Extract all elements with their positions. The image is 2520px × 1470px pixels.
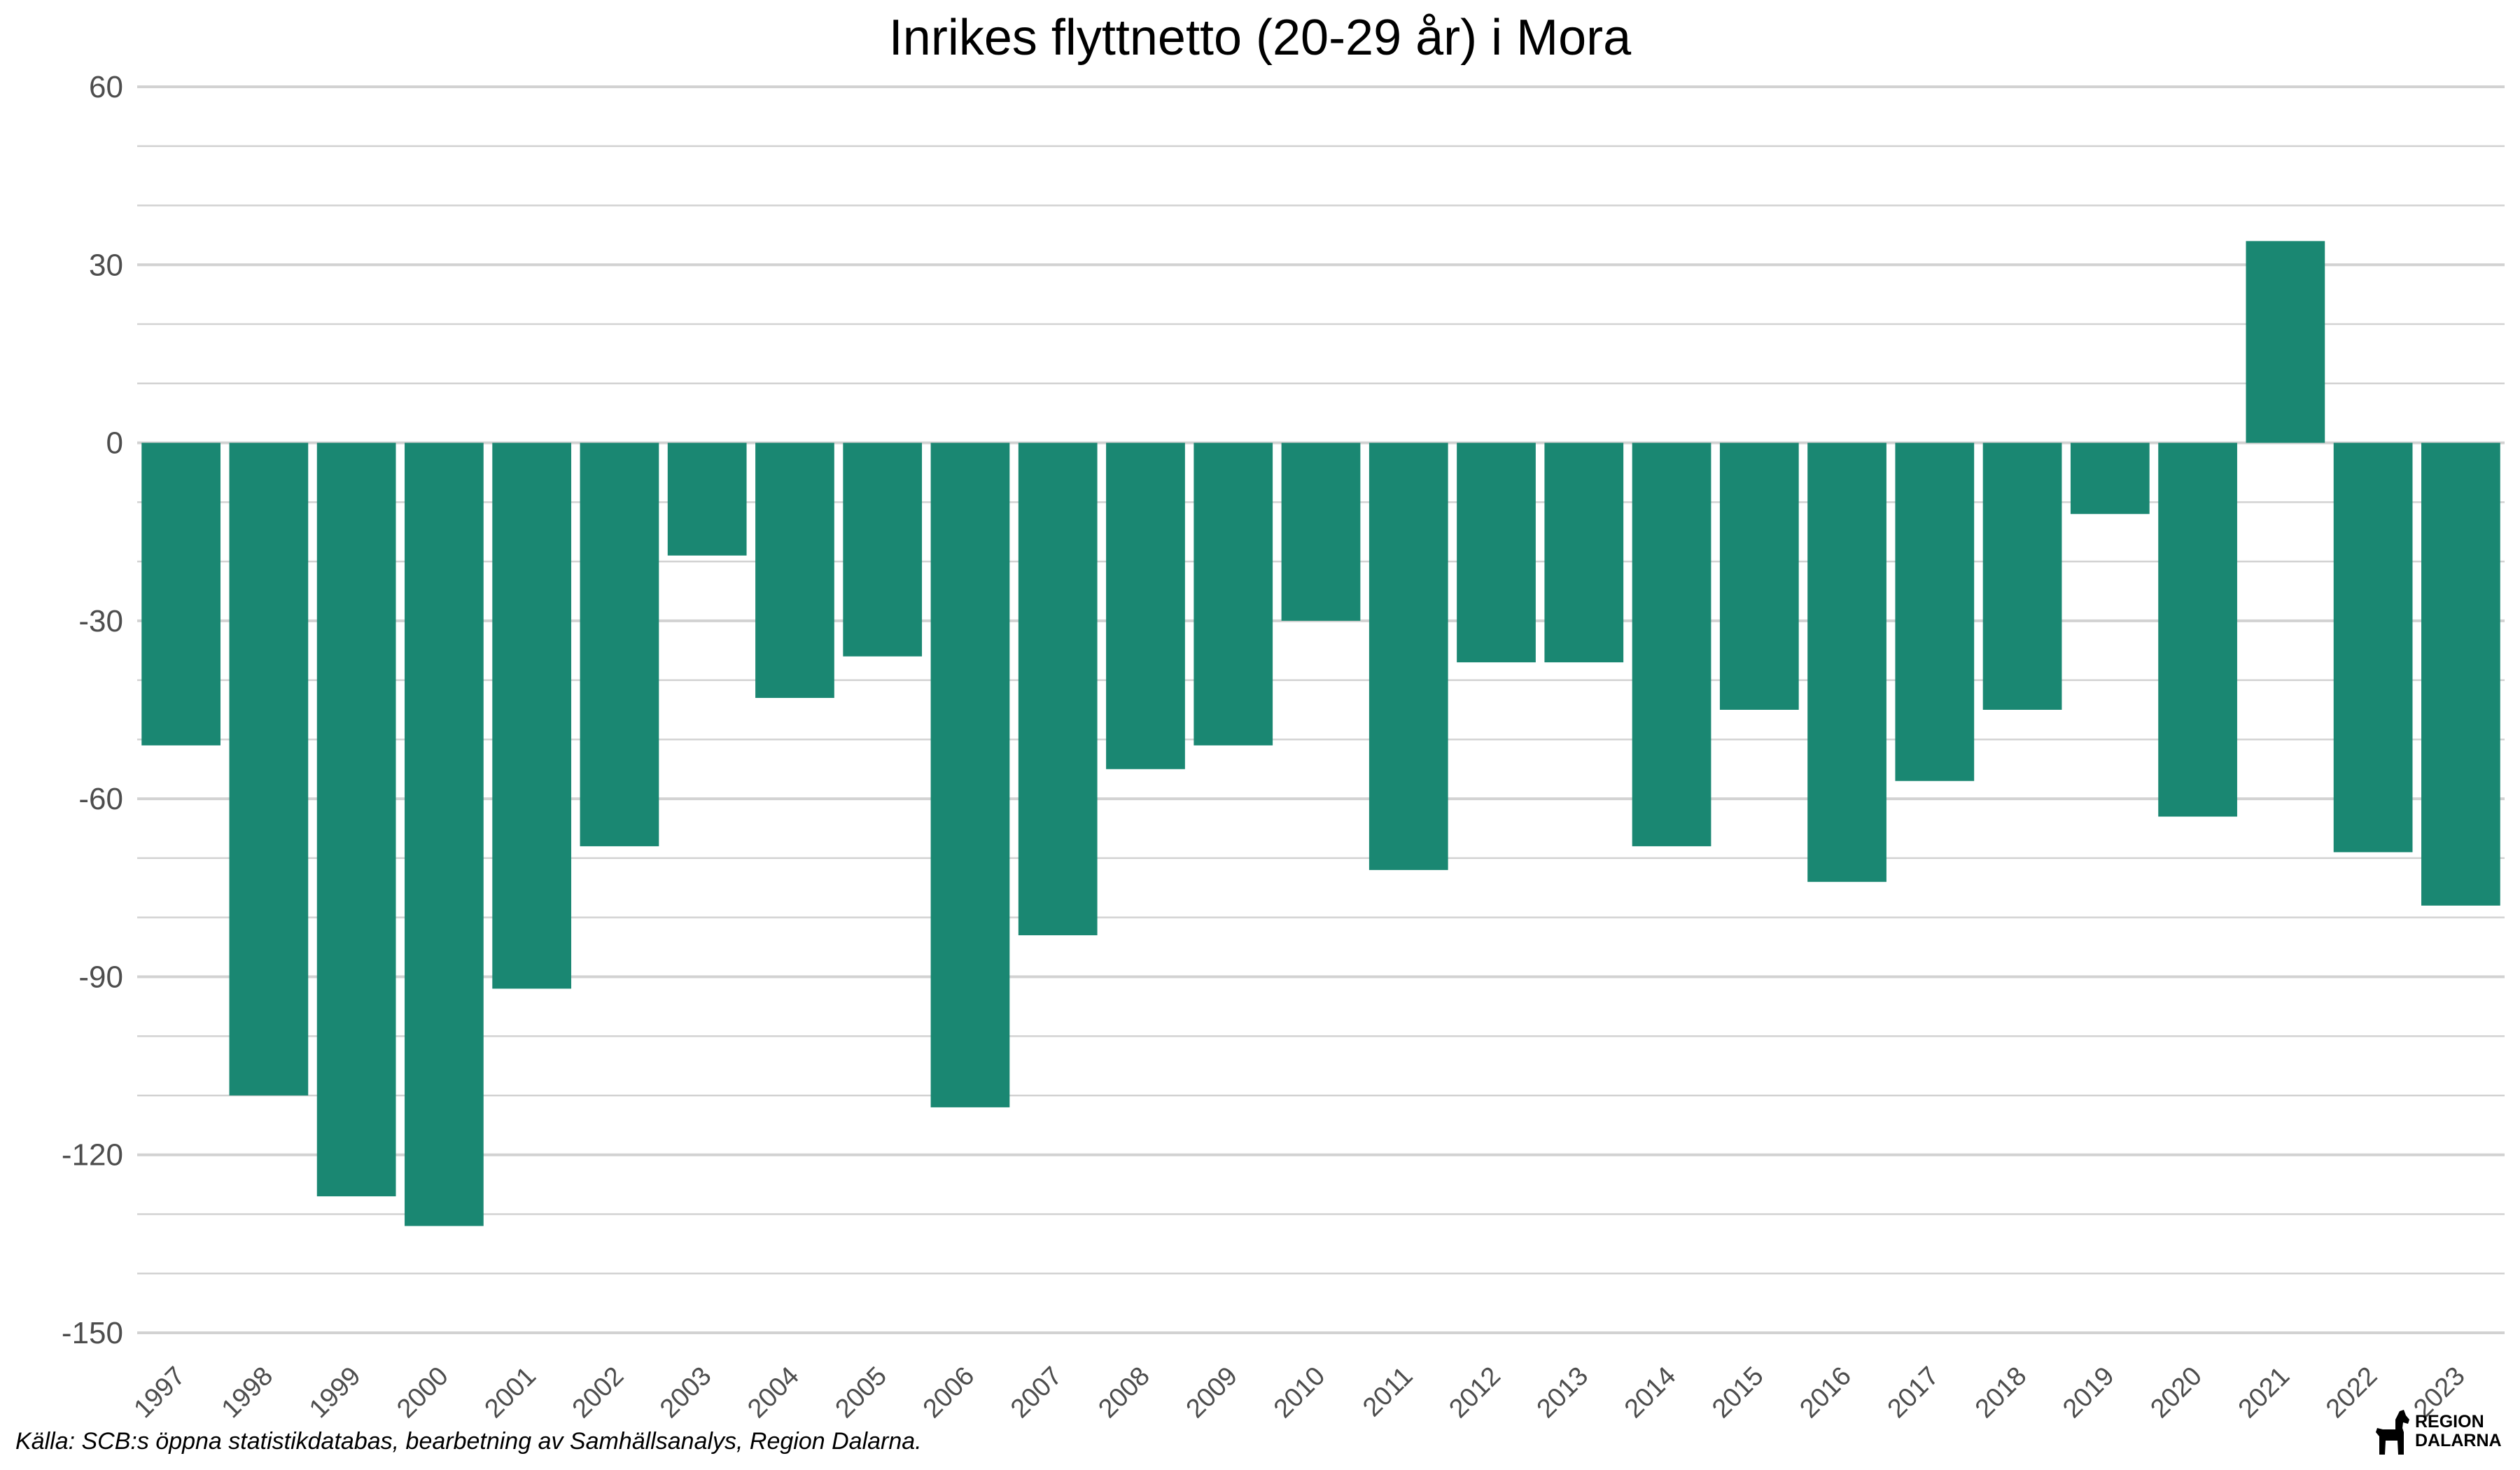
bar-2013 xyxy=(1544,442,1624,663)
bar-2005 xyxy=(843,442,923,657)
bar-2008 xyxy=(1106,442,1185,769)
y-tick-label: -30 xyxy=(78,604,123,638)
bar-2012 xyxy=(1457,442,1536,663)
bar-2022 xyxy=(2333,442,2413,853)
x-tick-label: 2004 xyxy=(742,1362,804,1424)
region-dalarna-logo: REGION DALARNA xyxy=(2372,1408,2505,1459)
bar-2009 xyxy=(1194,442,1273,746)
bar-2023 xyxy=(2421,442,2500,906)
y-tick-label: -150 xyxy=(62,1316,123,1350)
x-tick-label: 2011 xyxy=(1357,1362,1418,1422)
bar-2015 xyxy=(1719,442,1799,710)
bar-1998 xyxy=(229,442,309,1096)
y-tick-label: -120 xyxy=(62,1138,123,1172)
x-tick-label: 2014 xyxy=(1619,1362,1681,1424)
y-tick-label: 60 xyxy=(89,70,123,104)
bar-1997 xyxy=(141,442,220,746)
x-tick-label: 2008 xyxy=(1093,1362,1155,1424)
chart-title: Inrikes flyttnetto (20-29 år) i Mora xyxy=(889,10,1632,66)
bar-2007 xyxy=(1018,442,1098,936)
x-tick-label: 2007 xyxy=(1005,1362,1068,1424)
x-tick-label: 2017 xyxy=(1882,1362,1945,1424)
x-tick-label: 2006 xyxy=(918,1362,980,1424)
x-tick-label: 2021 xyxy=(2233,1362,2295,1424)
x-tick-label: 2020 xyxy=(2145,1362,2207,1424)
bar-2002 xyxy=(580,442,659,846)
bar-2006 xyxy=(930,442,1010,1107)
y-tick-label: 0 xyxy=(106,426,123,461)
x-tick-label: 2005 xyxy=(830,1362,892,1424)
x-tick-label: 1998 xyxy=(216,1362,279,1424)
bar-2021 xyxy=(2246,241,2325,443)
dala-horse-icon xyxy=(2376,1410,2409,1455)
x-tick-label: 2015 xyxy=(1707,1362,1769,1424)
x-axis-ticks: 1997 1998 1999 2000 2001 2002 2003 2004 2005 2006… xyxy=(129,1362,2471,1424)
y-tick-label: 30 xyxy=(89,248,123,282)
bar-1999 xyxy=(316,442,396,1197)
x-tick-label: 2016 xyxy=(1794,1362,1856,1424)
x-tick-label: 2012 xyxy=(1443,1362,1506,1424)
logo-line-1: REGION xyxy=(2415,1412,2484,1432)
bar-2017 xyxy=(1895,442,1975,781)
bar-2010 xyxy=(1281,442,1361,621)
logo-line-2: DALARNA xyxy=(2415,1431,2502,1450)
bar-2016 xyxy=(1807,442,1886,882)
y-tick-label: -60 xyxy=(78,782,123,816)
y-tick-label: -90 xyxy=(78,960,123,994)
bar-2011 xyxy=(1368,442,1448,870)
bars xyxy=(141,241,2500,1226)
x-tick-label: 2002 xyxy=(567,1362,629,1424)
x-tick-label: 2001 xyxy=(479,1362,542,1424)
bar-2004 xyxy=(755,442,834,699)
bar-2020 xyxy=(2158,442,2237,817)
x-tick-label: 2019 xyxy=(2057,1362,2120,1424)
bar-2000 xyxy=(405,442,484,1226)
x-tick-label: 2000 xyxy=(391,1362,454,1424)
bar-2003 xyxy=(667,442,747,556)
bar-2019 xyxy=(2070,442,2150,514)
bar-2018 xyxy=(1982,442,2062,710)
x-tick-label: 2013 xyxy=(1532,1362,1594,1424)
source-note: Källa: SCB:s öppna statistikdatabas, bea… xyxy=(15,1428,922,1455)
bar-2014 xyxy=(1632,442,1712,846)
x-tick-label: 1999 xyxy=(304,1362,366,1424)
x-tick-label: 2010 xyxy=(1268,1362,1331,1424)
x-tick-label: 2009 xyxy=(1181,1362,1243,1424)
y-axis-ticks: 60 30 0 -30 -60 -90 -120 -150 xyxy=(62,70,123,1350)
x-tick-label: 1997 xyxy=(129,1362,191,1424)
bar-2001 xyxy=(492,442,572,989)
x-tick-label: 2018 xyxy=(1970,1362,2032,1424)
x-tick-label: 2003 xyxy=(654,1362,717,1424)
